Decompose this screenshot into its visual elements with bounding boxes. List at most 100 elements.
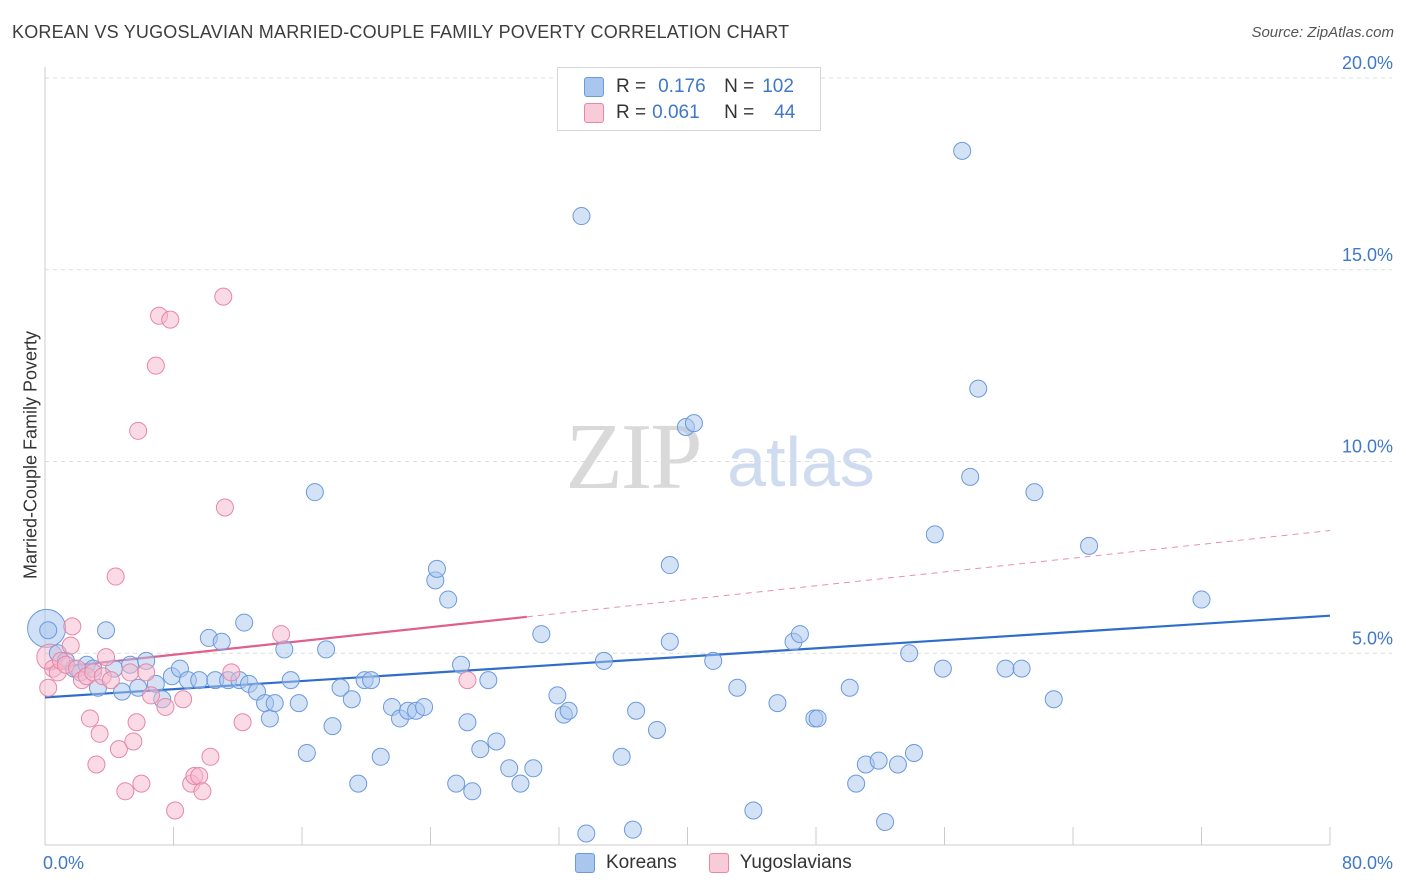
korean-point [349, 774, 368, 793]
stats-row-koreans: R = 0.176 N = 102 [584, 75, 794, 99]
korean-point [289, 694, 308, 713]
series-legend: Koreans Yugoslavians [575, 852, 884, 874]
n-value: 44 [774, 102, 796, 123]
korean-point [559, 701, 578, 720]
yugoslavian-point [146, 356, 165, 375]
korean-point [744, 801, 763, 820]
korean-point [524, 759, 543, 778]
yugoslavian-point [63, 617, 82, 636]
korean-point [790, 625, 809, 644]
korean-point [969, 379, 988, 398]
yugoslavian-trend-extension [526, 530, 1331, 618]
korean-point [415, 697, 434, 716]
korean-point [577, 824, 596, 843]
yugoslavian-point [214, 287, 233, 306]
y-axis-label: Married-Couple Family Poverty [20, 330, 41, 580]
yugoslavian-point [233, 713, 252, 732]
korean-point [275, 640, 294, 659]
korean-point [1044, 690, 1063, 709]
korean-point [840, 678, 859, 697]
korean-point [362, 671, 381, 690]
korean-point [297, 743, 316, 762]
y-tick-label: 15.0% [1342, 245, 1393, 265]
yugoslavian-point [193, 782, 212, 801]
x-tick-label: 0.0% [43, 853, 84, 873]
yugoslavian-point [222, 663, 241, 682]
yugoslavian-point [90, 724, 109, 743]
yugoslavian-point [201, 747, 220, 766]
korean-point [888, 755, 907, 774]
stats-legend: R = 0.176 N = 102 R = 0.061 N = 44 [557, 67, 821, 131]
chart-title: KOREAN VS YUGOSLAVIAN MARRIED-COUPLE FAM… [12, 22, 790, 42]
koreans-swatch [584, 77, 604, 97]
korean-point [331, 678, 350, 697]
n-value: 102 [762, 76, 794, 97]
korean-point [463, 782, 482, 801]
korean-point [305, 483, 324, 502]
korean-point [594, 651, 613, 670]
yugoslavian-point [109, 740, 128, 759]
korean-point [281, 671, 300, 690]
korean-point [953, 141, 972, 160]
korean-point [548, 686, 567, 705]
korean-point [427, 559, 446, 578]
source-label: Source: ZipAtlas.com [1251, 24, 1394, 41]
korean-point [660, 556, 679, 575]
legend-label-yugoslavians: Yugoslavians [739, 852, 852, 873]
korean-point [190, 671, 209, 690]
korean-point [342, 690, 361, 709]
korean-point [317, 640, 336, 659]
korean-point [458, 713, 477, 732]
koreans-swatch [575, 853, 595, 873]
yugoslavians-swatch [584, 103, 604, 123]
yugoslavian-point [80, 709, 99, 728]
yugoslavian-point [174, 690, 193, 709]
yugoslavian-point [132, 774, 151, 793]
korean-point [847, 774, 866, 793]
korean-point [500, 759, 519, 778]
legend-item-koreans[interactable]: Koreans [575, 852, 677, 874]
korean-point [623, 820, 642, 839]
korean-point [260, 709, 279, 728]
legend-item-yugoslavians[interactable]: Yugoslavians [708, 852, 852, 874]
korean-point [39, 621, 58, 640]
yugoslavian-point [97, 648, 116, 667]
korean-point [1080, 536, 1099, 555]
korean-point [876, 812, 895, 831]
korean-point [212, 632, 231, 651]
korean-point [235, 613, 254, 632]
korean-point [900, 644, 919, 663]
yugoslavian-point [129, 421, 148, 440]
korean-point [1192, 590, 1211, 609]
korean-point [961, 467, 980, 486]
korean-point [869, 751, 888, 770]
yugoslavians-swatch [708, 853, 729, 873]
yugoslavian-point [39, 678, 58, 697]
watermark: ZIP atlas [566, 405, 875, 509]
korean-point [97, 621, 116, 640]
watermark-atlas: atlas [727, 423, 875, 501]
yugoslavian-point [215, 498, 234, 517]
korean-point [452, 655, 471, 674]
korean-point [660, 632, 679, 651]
yugoslavian-point [121, 663, 140, 682]
korean-point [925, 525, 944, 544]
yugoslavian-point [156, 697, 175, 716]
korean-point [647, 720, 666, 739]
korean-point [728, 678, 747, 697]
korean-point [265, 694, 284, 713]
korean-point [572, 207, 591, 226]
legend-label-koreans: Koreans [606, 852, 677, 873]
yugoslavian-point [161, 310, 180, 329]
korean-point [471, 740, 490, 759]
korean-point [704, 651, 723, 670]
korean-point [447, 774, 466, 793]
r-label: R = [616, 76, 647, 97]
yugoslavian-point [87, 755, 106, 774]
korean-point [439, 590, 458, 609]
yugoslavian-point [272, 625, 291, 644]
yugoslavian-point [190, 766, 209, 785]
korean-point [511, 774, 530, 793]
tick-labels: 5.0% 10.0% 15.0% 20.0% 0.0% 80.0% [43, 53, 1393, 873]
